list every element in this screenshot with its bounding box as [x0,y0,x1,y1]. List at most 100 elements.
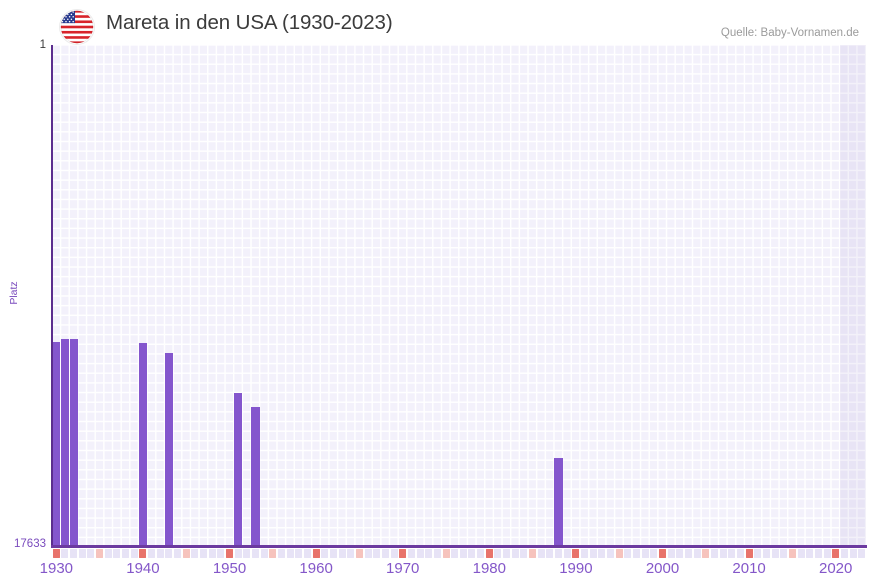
x-axis-tick [269,549,277,558]
x-axis-tick [200,549,208,558]
x-axis-tick [303,549,311,558]
x-axis-tick [390,549,398,558]
x-axis-tick [243,549,251,558]
x-axis-tick [459,549,467,558]
grid-lines [52,45,866,547]
x-axis-tick [728,549,736,558]
x-axis-tick [615,549,623,558]
bar [164,353,173,547]
x-axis-tick-label: 1950 [212,560,247,577]
x-axis-tick [477,549,485,558]
x-axis-tick-label: 2010 [732,560,766,577]
x-axis-tick [710,549,718,558]
x-axis-tick [485,549,493,558]
x-axis-tick [451,549,459,558]
x-axis-tick [494,549,502,558]
x-axis-tick [252,549,259,558]
x-axis-tick [78,549,86,558]
y-axis-title: Platz [8,281,20,305]
bar [554,458,563,547]
bar [234,393,243,547]
y-axis-min-label: 17633 [14,538,46,550]
x-axis-tick [442,549,450,558]
bar [52,342,61,547]
x-axis-tick [719,549,727,558]
x-axis-tick [87,549,95,558]
x-axis-tick-strip [52,549,866,558]
x-axis-tick [840,549,848,558]
x-axis-tick [208,549,216,558]
x-axis-tick [667,549,675,558]
y-axis-max-label: 1 [39,39,46,51]
x-axis-tick [182,549,190,558]
x-axis-tick [589,549,597,558]
page-title: Mareta in den USA (1930-2023) [106,11,393,34]
x-axis-tick-label: 2020 [819,560,853,577]
x-axis-tick-label: 1980 [472,560,506,577]
x-axis-tick [70,549,78,558]
x-axis-tick [355,549,363,558]
x-axis-tick [537,549,545,558]
x-axis-tick [61,549,69,558]
x-axis-tick [381,549,389,558]
x-axis-tick [321,549,329,558]
x-axis-tick-label: 1930 [39,560,74,577]
x-axis-tick [659,549,666,558]
plot-area [52,45,866,547]
x-axis-tick [260,549,268,558]
x-axis-tick [572,549,580,558]
source-label: Quelle: Baby-Vornamen.de [720,27,859,39]
x-axis-tick [849,549,857,558]
x-axis-line [51,545,867,548]
shaded-projection-region [840,45,866,547]
x-axis-tick [407,549,415,558]
x-axis-tick [139,549,147,558]
x-axis-tick-label: 1970 [386,560,420,577]
x-axis-tick [122,549,130,558]
x-axis-tick [780,549,788,558]
us-flag-icon [60,10,94,44]
x-axis-tick [684,549,692,558]
x-axis-tick [511,549,519,558]
x-axis-tick [771,549,779,558]
x-axis-tick [234,549,242,558]
x-axis-tick [624,549,632,558]
x-axis-tick [130,549,138,558]
x-axis-tick [226,549,234,558]
x-axis-tick [858,549,866,558]
x-axis-tick [832,549,840,558]
x-axis-tick [797,549,805,558]
x-axis-tick [52,549,60,558]
x-axis-tick [762,549,770,558]
x-axis-tick [312,549,320,558]
x-axis-tick [598,549,606,558]
x-axis-tick [736,549,744,558]
x-axis-tick [148,549,156,558]
x-axis-tick [788,549,796,558]
x-axis-tick [156,549,164,558]
x-axis-tick-labels: 1930 1940 1950 1960 1970 1980 1990 2000 2010 2020 [40,560,866,582]
x-axis-tick [277,549,285,558]
x-axis-tick [104,549,112,558]
x-axis-tick [373,549,381,558]
x-axis-tick-label: 1960 [299,560,333,577]
x-axis-tick [650,549,658,558]
y-axis-line [51,45,53,548]
x-axis-tick [286,549,294,558]
x-axis-tick [338,549,346,558]
x-axis-tick-label: 1940 [126,560,160,577]
x-axis-tick [607,549,615,558]
x-axis-tick [520,549,528,558]
x-axis-tick [217,549,225,558]
bar [251,407,260,547]
x-axis-tick [529,549,537,558]
x-axis-tick [433,549,441,558]
x-axis-tick [563,549,571,558]
x-axis-tick [581,549,589,558]
x-axis-tick [814,549,822,558]
x-axis-tick [96,549,104,558]
x-axis-tick [329,549,337,558]
x-axis-tick [113,549,121,558]
x-axis-tick [823,549,831,558]
